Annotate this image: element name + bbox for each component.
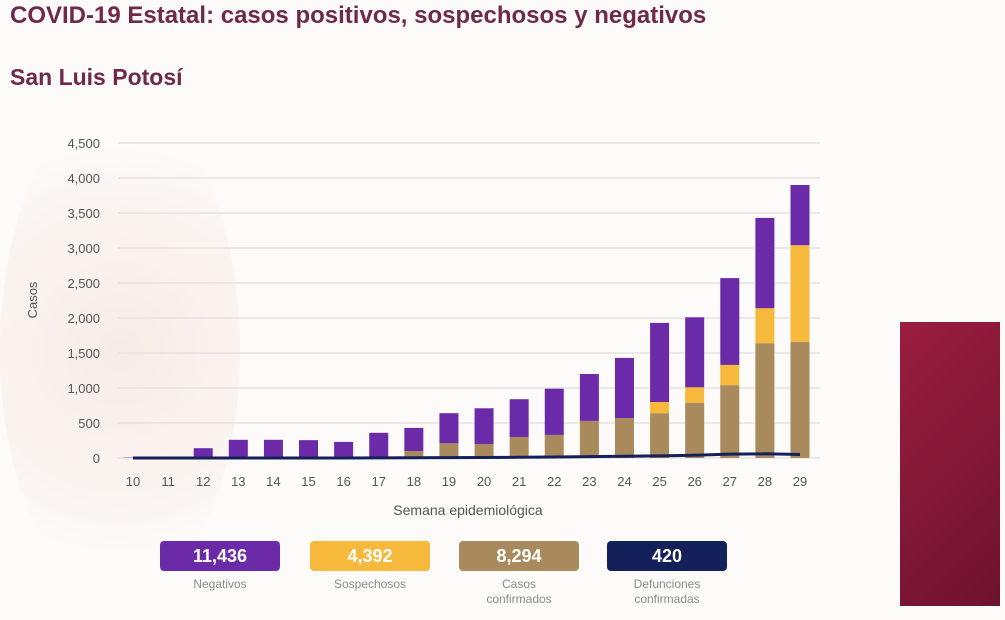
x-tick-label: 25: [652, 474, 666, 489]
defunciones-label: Defunciones confirmadas: [633, 577, 701, 606]
x-tick-label: 27: [723, 474, 737, 489]
bar-negativos: [720, 278, 740, 365]
bar-negativos: [228, 439, 248, 458]
y-tick-label: 0: [93, 451, 100, 466]
sospechosos-total: 4,392: [310, 541, 430, 571]
x-tick-label: 26: [687, 474, 701, 489]
bar-confirmados: [685, 402, 705, 458]
y-tick-label: 2,500: [67, 276, 100, 291]
x-tick-label: 23: [582, 474, 596, 489]
y-tick-label: 1,500: [67, 346, 100, 361]
bar-negativos: [685, 317, 705, 388]
bar-confirmados: [755, 343, 775, 458]
x-tick-label: 10: [126, 474, 140, 489]
bar-confirmados: [544, 434, 564, 458]
bar-negativos: [263, 439, 283, 458]
x-tick-label: 17: [372, 474, 386, 489]
bar-confirmados: [474, 444, 494, 458]
bar-negativos: [544, 388, 564, 435]
x-tick-label: 14: [266, 474, 280, 489]
x-tick-label: 18: [407, 474, 421, 489]
legend-confirmados: 8,294 Casos confirmados: [459, 541, 579, 607]
y-tick-label: 4,500: [67, 136, 100, 151]
bar-negativos: [299, 440, 319, 458]
bar-confirmados: [509, 437, 529, 458]
bar-sospechosos: [755, 308, 775, 344]
y-tick-label: 4,000: [67, 171, 100, 186]
bar-negativos: [614, 357, 634, 419]
x-tick-label: 29: [793, 474, 807, 489]
y-tick-label: 2,000: [67, 311, 100, 326]
legend-sospechosos: 4,392 Sospechosos: [310, 541, 430, 592]
y-tick-label: 500: [78, 416, 100, 431]
y-tick-label: 1,000: [67, 381, 100, 396]
bar-confirmados: [614, 418, 634, 458]
x-tick-label: 15: [301, 474, 315, 489]
x-tick-label: 28: [758, 474, 772, 489]
defunciones-total: 420: [607, 541, 727, 571]
legend-negativos: 11,436 Negativos: [160, 541, 280, 592]
x-tick-label: 20: [477, 474, 491, 489]
bar-confirmados: [404, 451, 424, 458]
y-tick-label: 3,500: [67, 206, 100, 221]
bar-negativos: [474, 408, 494, 444]
bar-negativos: [509, 399, 529, 437]
bar-negativos: [439, 413, 459, 444]
bar-sospechosos: [685, 387, 705, 403]
bar-sospechosos: [720, 364, 740, 386]
bar-negativos: [650, 322, 670, 402]
bar-sospechosos: [650, 402, 670, 414]
x-tick-label: 22: [547, 474, 561, 489]
sospechosos-label: Sospechosos: [333, 577, 407, 591]
bar-negativos: [369, 432, 389, 458]
bar-negativos: [334, 441, 354, 458]
bar-confirmados: [720, 385, 740, 458]
x-tick-label: 12: [196, 474, 210, 489]
negativos-label: Negativos: [193, 577, 247, 591]
x-tick-label: 13: [231, 474, 245, 489]
x-axis-label: Semana epidemiológica: [393, 502, 543, 518]
confirmados-total: 8,294: [459, 541, 579, 571]
legend-defunciones: 420 Defunciones confirmadas: [607, 541, 727, 607]
bar-confirmados: [579, 420, 599, 458]
bar-negativos: [755, 217, 775, 309]
bar-negativos: [404, 427, 424, 451]
bar-confirmados: [790, 341, 810, 458]
bar-confirmados: [439, 443, 459, 458]
x-tick-label: 24: [617, 474, 631, 489]
bar-sospechosos: [790, 245, 810, 342]
bar-negativos: [579, 374, 599, 421]
x-tick-label: 16: [336, 474, 350, 489]
negativos-total: 11,436: [160, 541, 280, 571]
line-defunciones: [133, 452, 801, 460]
y-axis-label: Casos: [25, 281, 40, 318]
side-video-panel: [900, 322, 1000, 606]
bar-negativos: [790, 185, 810, 246]
x-tick-label: 21: [512, 474, 526, 489]
x-tick-label: 19: [442, 474, 456, 489]
bar-negativos: [193, 448, 213, 458]
stacked-bar-chart: 0 500 1,000 1,500 2,000 2,500 3,000 3,500 4,000 4…: [25, 136, 820, 518]
y-tick-label: 3,000: [67, 241, 100, 256]
page-subtitle: San Luis Potosí: [10, 64, 183, 90]
x-tick-label: 11: [161, 474, 175, 489]
confirmados-label: Casos confirmados: [486, 577, 552, 606]
bar-confirmados: [650, 413, 670, 458]
background-watermark: [0, 100, 240, 600]
page-title: COVID-19 Estatal: casos positivos, sospe…: [10, 2, 707, 29]
